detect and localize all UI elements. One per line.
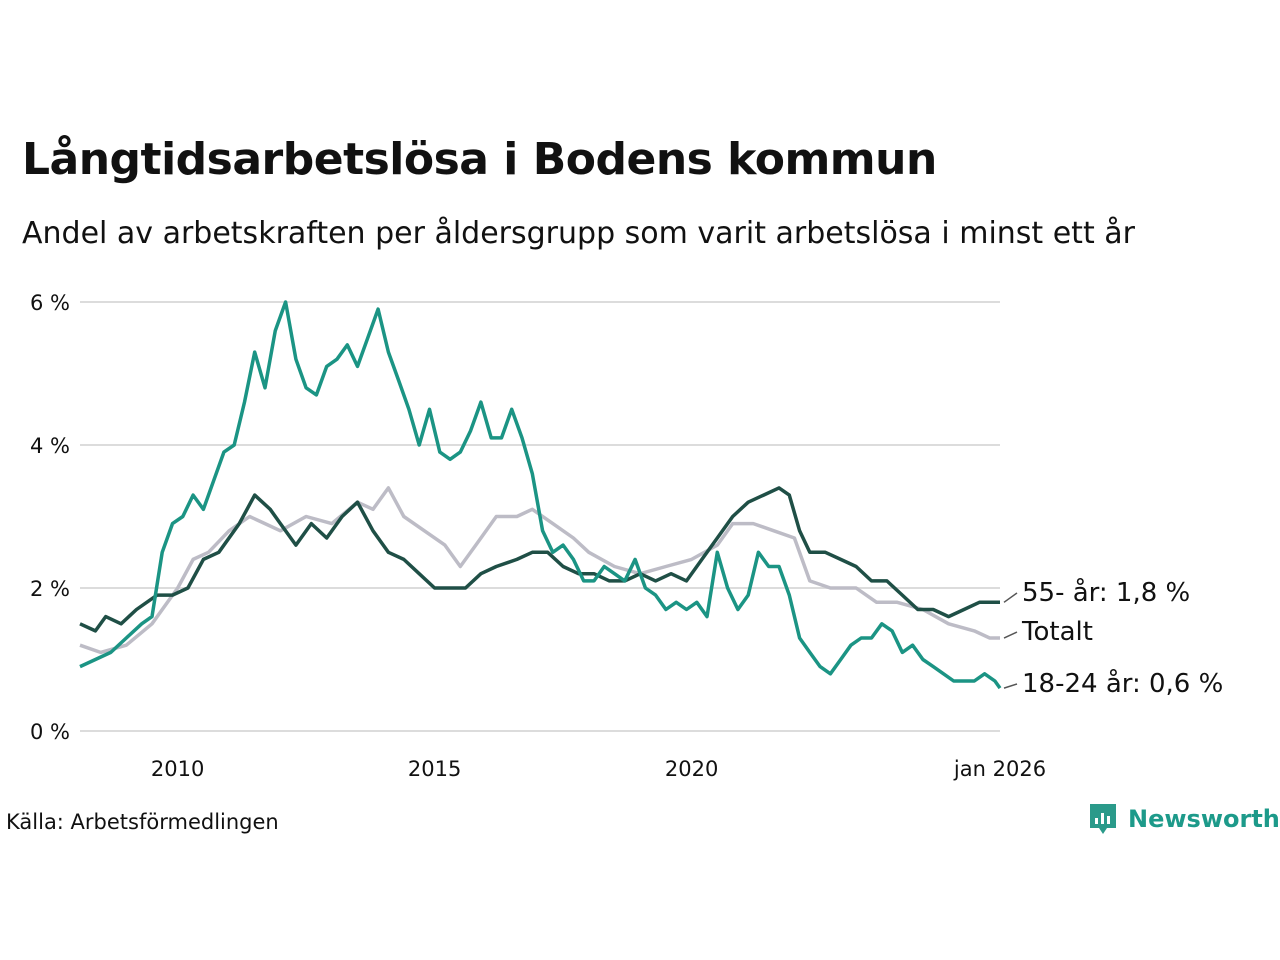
source-note: Källa: Arbetsförmedlingen — [6, 810, 279, 834]
brand-name: Newsworthy — [1128, 805, 1280, 833]
series-end-label: 55- år: 1,8 % — [1022, 577, 1190, 608]
series-end-label: 18-24 år: 0,6 % — [1022, 668, 1223, 699]
series-lines — [79, 300, 1002, 690]
series-labels: Totalt 55- år: 1,8 % 18-24 år: 0,6 % — [1003, 577, 1223, 699]
x-tick-label: 2020 — [665, 757, 718, 781]
series-label-leader — [1003, 592, 1018, 603]
y-tick-label: 0 % — [30, 720, 70, 744]
series-line-55-r — [79, 486, 1000, 633]
chart-subtitle: Andel av arbetskraften per åldersgrupp s… — [22, 216, 1135, 251]
y-tick-label: 2 % — [30, 577, 70, 601]
newsworthy-logo-icon — [1090, 804, 1116, 834]
x-tick-label: 2010 — [151, 757, 204, 781]
brand-logo[interactable]: Newsworthy — [1088, 802, 1280, 836]
x-tick-label: 2015 — [408, 757, 461, 781]
axes: 0 % 2 % 4 % 6 % 2010 2015 2020 jan 2026 — [30, 291, 1046, 781]
series-end-label: Totalt — [1021, 617, 1093, 647]
series-line-18-24-r — [79, 300, 1002, 690]
chart-title: Långtidsarbetslösa i Bodens kommun — [22, 134, 937, 185]
y-tick-label: 6 % — [30, 291, 70, 315]
series-label-leader — [1003, 631, 1018, 639]
series-label-leader — [1003, 683, 1018, 689]
x-tick-label: jan 2026 — [953, 757, 1046, 781]
y-tick-label: 4 % — [30, 434, 70, 458]
